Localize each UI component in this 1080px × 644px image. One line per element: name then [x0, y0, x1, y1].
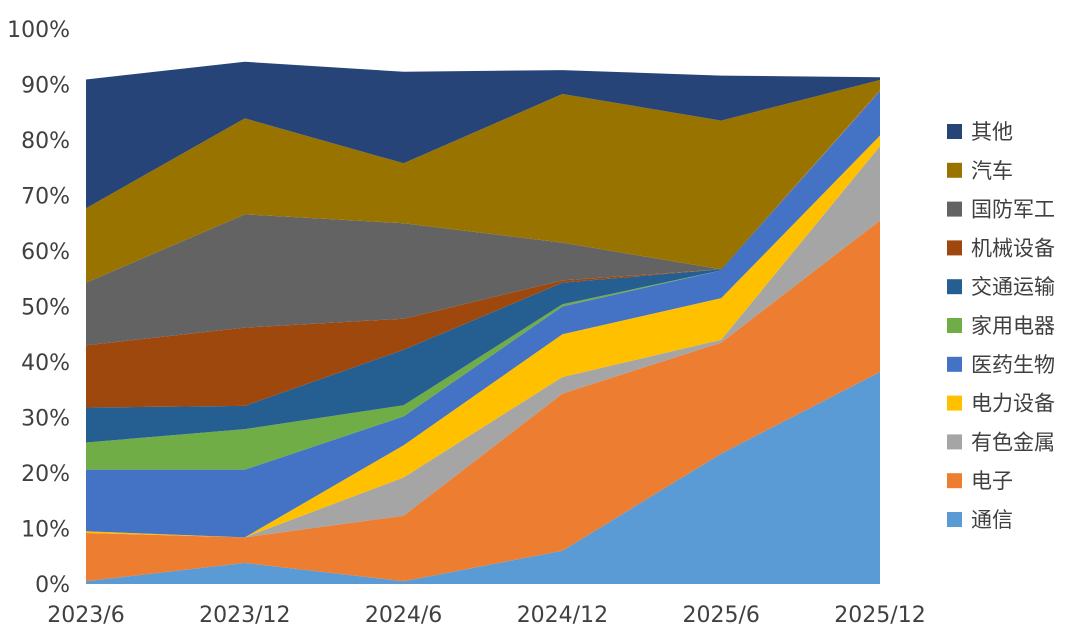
y-axis: 0% 10% 20% 30% 40% 50% 60% 70% 80% 90% 100%: [7, 18, 70, 598]
legend-label: 交通运输: [971, 275, 1055, 299]
legend-label: 电子: [971, 469, 1013, 493]
area-series-10: [86, 61, 880, 209]
area-series-0: [86, 371, 880, 584]
y-tick-label: 100%: [7, 18, 70, 43]
area-series-6: [86, 91, 880, 443]
y-tick-label: 80%: [21, 129, 70, 154]
legend-swatch: [947, 124, 962, 139]
legend-label: 国防军工: [971, 198, 1055, 222]
legend-swatch: [947, 395, 962, 411]
legend-label: 电力设备: [971, 392, 1055, 416]
legend-label: 其他: [971, 120, 1013, 144]
y-tick-label: 40%: [21, 351, 70, 376]
legend-label: 通信: [971, 508, 1013, 532]
x-tick-label: 2025/6: [682, 603, 759, 628]
area-layers: [86, 61, 880, 584]
legend-swatch: [947, 201, 962, 217]
x-tick-label: 2024/6: [365, 603, 442, 628]
legend-swatch: [947, 434, 962, 450]
legend-label: 家用电器: [971, 314, 1055, 338]
y-tick-label: 60%: [21, 240, 70, 265]
y-tick-label: 0%: [35, 573, 70, 598]
area-series-1: [86, 220, 880, 582]
y-tick-label: 10%: [21, 518, 70, 543]
area-series-4: [86, 91, 880, 538]
x-tick-label: 2023/12: [199, 603, 290, 628]
legend-swatch: [947, 512, 962, 527]
legend-swatch: [947, 318, 962, 333]
x-tick-label: 2025/12: [834, 603, 925, 628]
area-series-7: [86, 90, 880, 408]
legend-label: 汽车: [971, 159, 1013, 183]
legend-swatch: [947, 162, 962, 178]
legend-swatch: [947, 279, 962, 295]
x-tick-label: 2023/6: [47, 603, 124, 628]
legend-label: 有色金属: [971, 430, 1055, 454]
legend-label: 医药生物: [971, 353, 1055, 377]
y-tick-label: 90%: [21, 74, 70, 99]
x-axis: 2023/6 2023/12 2024/6 2024/12 2025/6 2025/12: [47, 603, 925, 628]
y-tick-label: 70%: [21, 185, 70, 210]
legend-swatch: [947, 240, 962, 256]
y-tick-label: 30%: [21, 407, 70, 432]
area-series-3: [86, 135, 880, 538]
y-tick-label: 20%: [21, 462, 70, 487]
y-tick-label: 50%: [21, 296, 70, 321]
legend-label: 机械设备: [971, 236, 1055, 260]
x-tick-label: 2024/12: [517, 603, 608, 628]
area-series-2: [86, 146, 880, 538]
legend-swatch: [947, 473, 962, 489]
legend-swatch: [947, 356, 962, 372]
area-series-8: [86, 90, 880, 346]
area-series-9: [86, 80, 880, 283]
